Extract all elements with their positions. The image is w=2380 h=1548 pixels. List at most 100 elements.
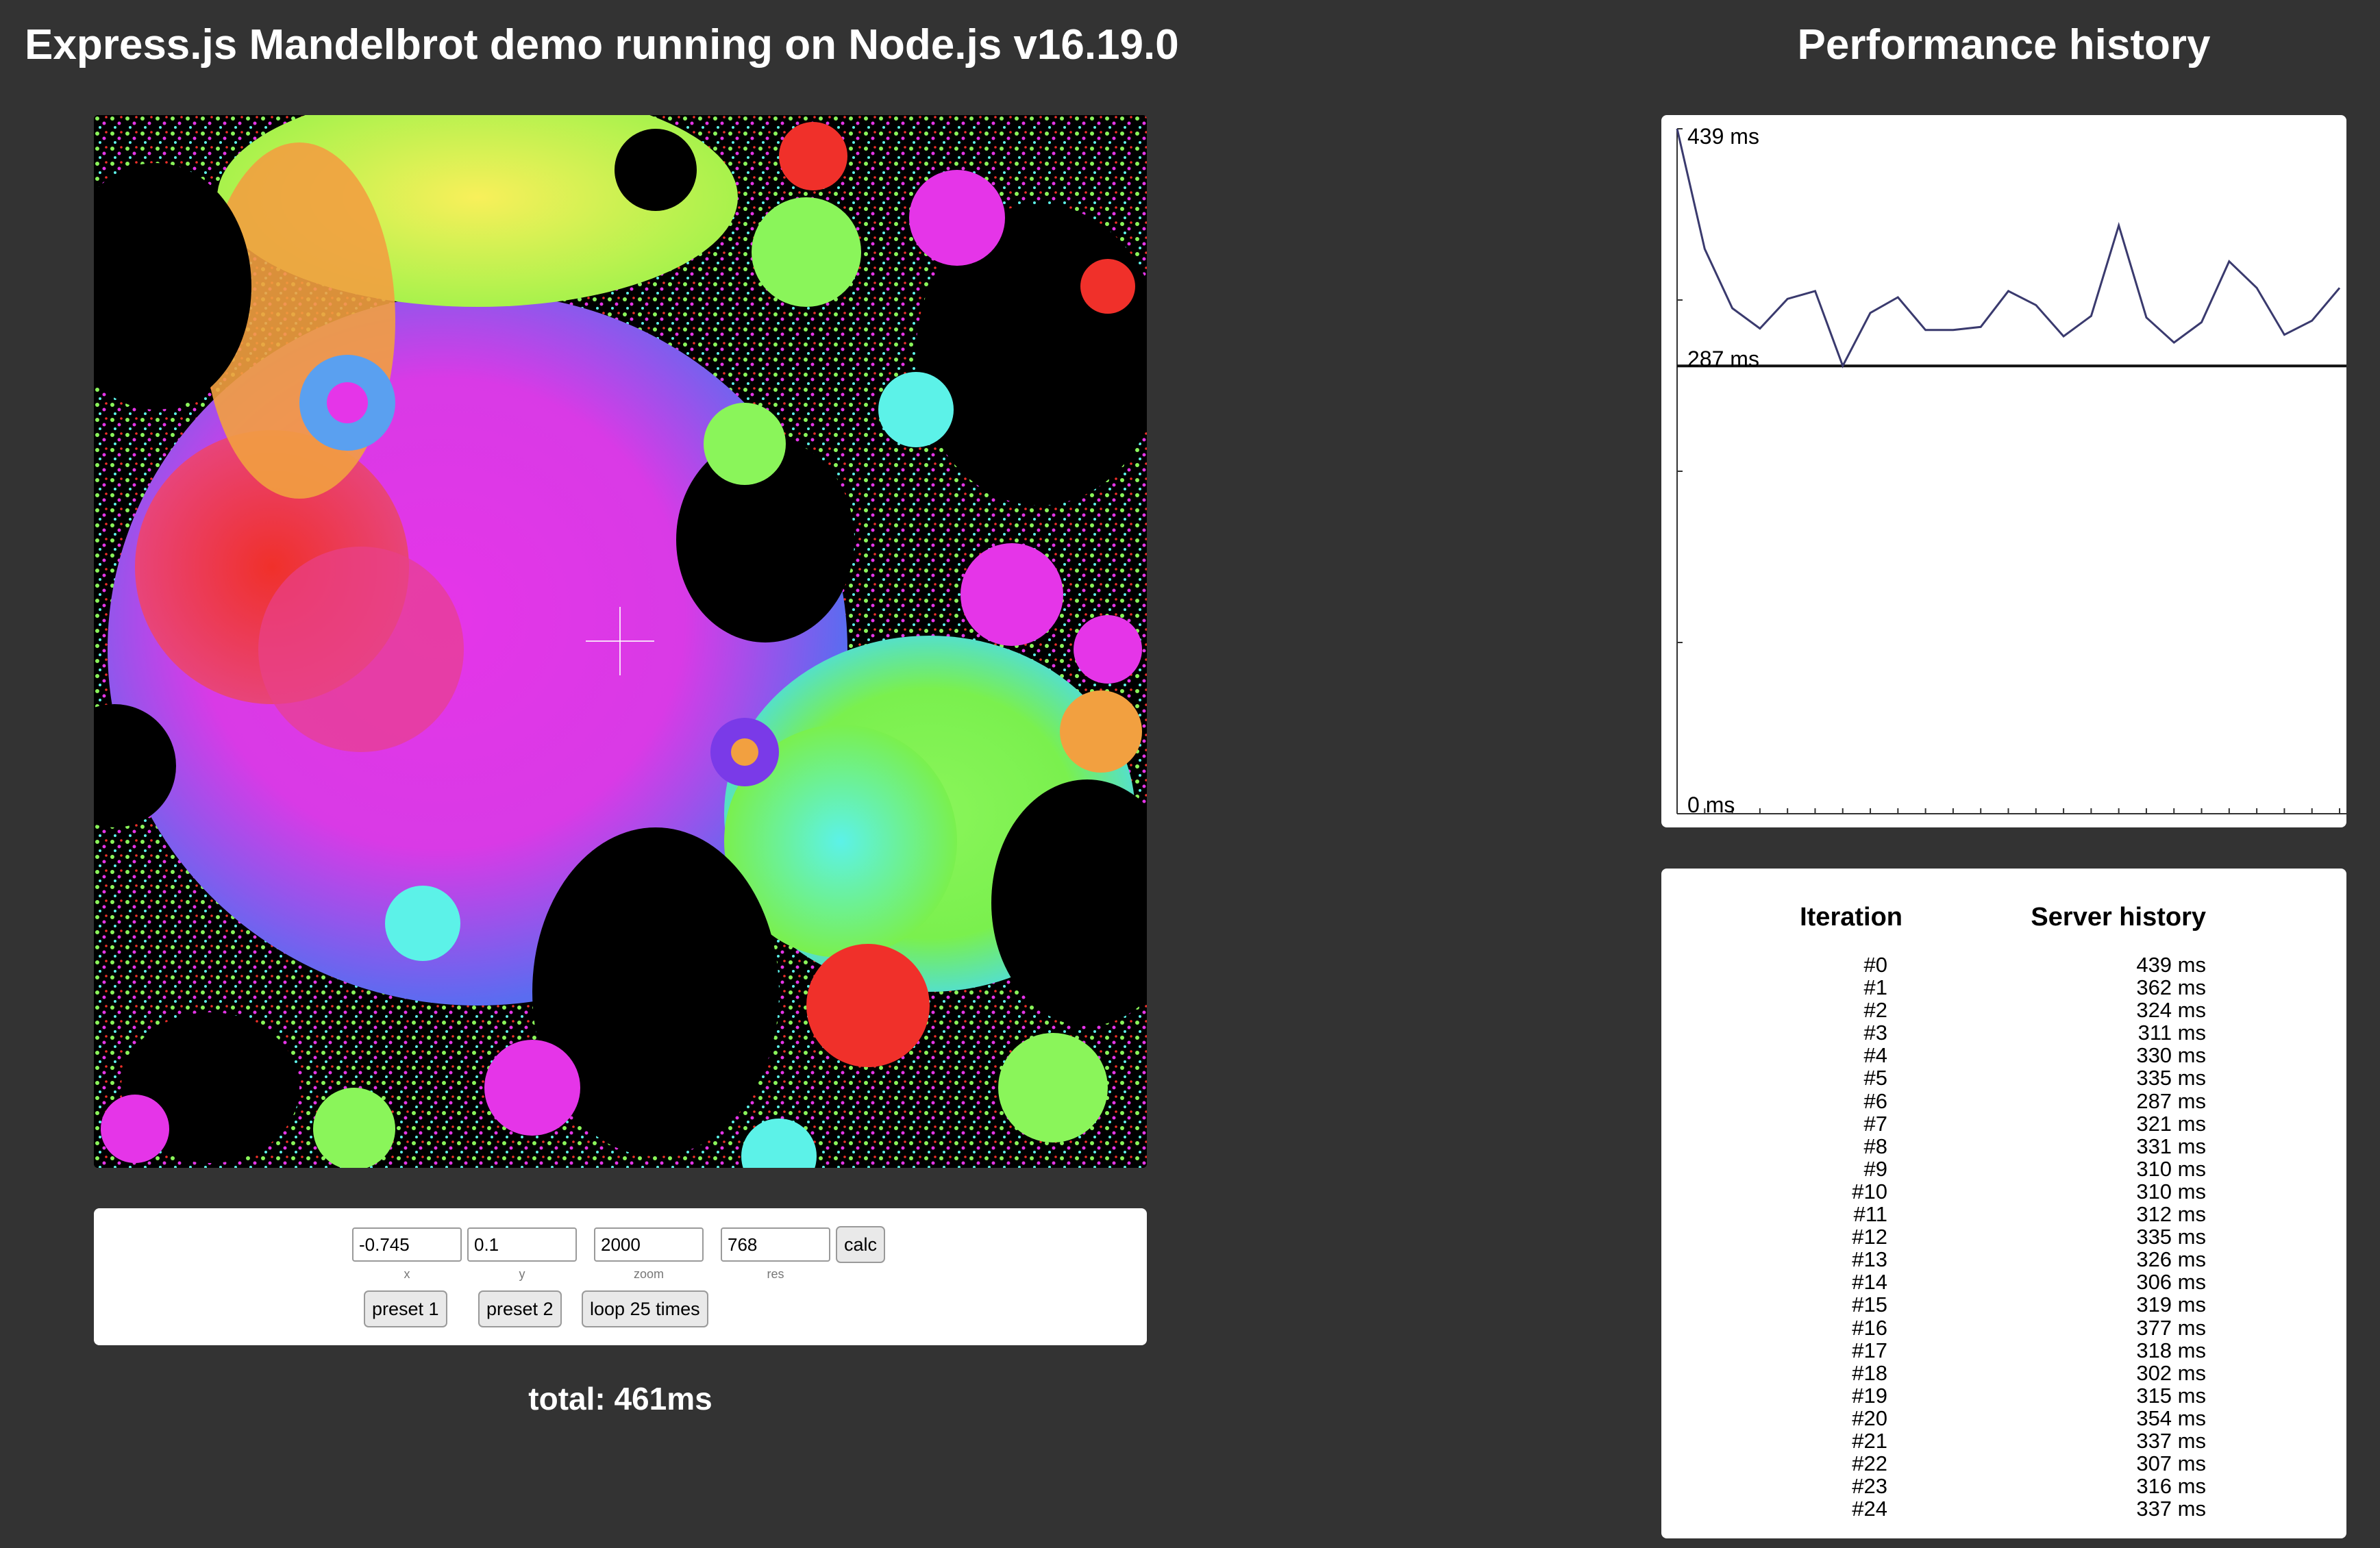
table-row: #19 315 ms bbox=[1661, 1384, 2346, 1407]
iteration-cell: #20 bbox=[1852, 1406, 1887, 1430]
table-row: #1 362 ms bbox=[1661, 976, 2346, 999]
server-time-cell: 439 ms bbox=[2136, 953, 2206, 977]
iteration-cell: #11 bbox=[1853, 1202, 1887, 1227]
mandelbrot-canvas[interactable] bbox=[94, 115, 1147, 1168]
table-row: #24 337 ms bbox=[1661, 1497, 2346, 1520]
res-input[interactable] bbox=[721, 1227, 830, 1262]
iteration-cell: #7 bbox=[1863, 1111, 1887, 1136]
iteration-cell: #12 bbox=[1852, 1225, 1887, 1249]
res-label: res bbox=[767, 1267, 784, 1281]
table-row: #3 311 ms bbox=[1661, 1021, 2346, 1044]
table-row: #2 324 ms bbox=[1661, 999, 2346, 1021]
tick-label-max: 439 ms bbox=[1687, 124, 1759, 149]
iteration-cell: #22 bbox=[1852, 1451, 1887, 1476]
server-time-cell: 326 ms bbox=[2136, 1247, 2206, 1272]
page-title: Express.js Mandelbrot demo running on No… bbox=[25, 21, 1179, 68]
loop-button[interactable]: loop 25 times bbox=[582, 1290, 708, 1327]
table-row: #12 335 ms bbox=[1661, 1225, 2346, 1248]
column-header-iteration: Iteration bbox=[1800, 903, 1902, 932]
table-row: #18 302 ms bbox=[1661, 1362, 2346, 1384]
table-row: #0 439 ms bbox=[1661, 953, 2346, 976]
server-time-cell: 310 ms bbox=[2136, 1156, 2206, 1181]
server-time-cell: 302 ms bbox=[2136, 1360, 2206, 1385]
server-time-cell: 318 ms bbox=[2136, 1338, 2206, 1362]
chart-svg: 439 ms 287 ms 0 ms bbox=[1676, 124, 2346, 817]
x-label: x bbox=[404, 1267, 410, 1281]
server-time-cell: 287 ms bbox=[2136, 1088, 2206, 1113]
iteration-cell: #0 bbox=[1863, 953, 1887, 977]
table-row: #6 287 ms bbox=[1661, 1090, 2346, 1112]
server-time-cell: 321 ms bbox=[2136, 1111, 2206, 1136]
controls-panel: calc x y zoom res preset 1 preset 2 loop… bbox=[94, 1208, 1147, 1345]
server-time-cell: 331 ms bbox=[2136, 1134, 2206, 1158]
iteration-cell: #8 bbox=[1863, 1134, 1887, 1158]
table-row: #13 326 ms bbox=[1661, 1248, 2346, 1271]
iteration-cell: #18 bbox=[1852, 1360, 1887, 1385]
server-time-cell: 312 ms bbox=[2136, 1202, 2206, 1227]
server-time-cell: 330 ms bbox=[2136, 1043, 2206, 1068]
table-row: #8 331 ms bbox=[1661, 1135, 2346, 1158]
server-time-cell: 377 ms bbox=[2136, 1315, 2206, 1340]
table-row: #5 335 ms bbox=[1661, 1066, 2346, 1089]
preset-2-button[interactable]: preset 2 bbox=[478, 1290, 562, 1327]
server-history-table: Iteration Server history #0 439 ms #1 362 m… bbox=[1661, 869, 2346, 1538]
iteration-cell: #9 bbox=[1863, 1156, 1887, 1181]
table-row: #21 337 ms bbox=[1661, 1430, 2346, 1452]
iteration-cell: #23 bbox=[1852, 1474, 1887, 1499]
iteration-cell: #19 bbox=[1852, 1383, 1887, 1408]
series-line bbox=[1676, 128, 2341, 369]
server-time-cell: 311 ms bbox=[2137, 1021, 2206, 1045]
performance-chart: 439 ms 287 ms 0 ms bbox=[1661, 115, 2346, 827]
tick-label-min: 287 ms bbox=[1687, 347, 1759, 371]
table-row: #14 306 ms bbox=[1661, 1271, 2346, 1293]
preset-1-button[interactable]: preset 1 bbox=[364, 1290, 447, 1327]
table-row: #10 310 ms bbox=[1661, 1180, 2346, 1203]
server-time-cell: 324 ms bbox=[2136, 998, 2206, 1023]
server-time-cell: 306 ms bbox=[2136, 1270, 2206, 1295]
iteration-cell: #14 bbox=[1852, 1270, 1887, 1295]
iteration-cell: #13 bbox=[1852, 1247, 1887, 1272]
iteration-cell: #6 bbox=[1863, 1088, 1887, 1113]
table-row: #7 321 ms bbox=[1661, 1112, 2346, 1135]
iteration-cell: #17 bbox=[1852, 1338, 1887, 1362]
iteration-cell: #10 bbox=[1852, 1179, 1887, 1203]
server-time-cell: 335 ms bbox=[2136, 1225, 2206, 1249]
fractal-image bbox=[94, 115, 1147, 1168]
iteration-cell: #3 bbox=[1863, 1021, 1887, 1045]
server-time-cell: 307 ms bbox=[2136, 1451, 2206, 1476]
x-input[interactable] bbox=[352, 1227, 462, 1262]
server-time-cell: 337 ms bbox=[2136, 1428, 2206, 1453]
iteration-cell: #21 bbox=[1852, 1428, 1887, 1453]
calc-button[interactable]: calc bbox=[836, 1226, 886, 1263]
y-input[interactable] bbox=[467, 1227, 577, 1262]
iteration-cell: #4 bbox=[1863, 1043, 1887, 1068]
column-header-server-history: Server history bbox=[2031, 903, 2206, 932]
iteration-cell: #15 bbox=[1852, 1293, 1887, 1317]
iteration-cell: #2 bbox=[1863, 998, 1887, 1023]
server-time-cell: 310 ms bbox=[2136, 1179, 2206, 1203]
server-time-cell: 362 ms bbox=[2136, 975, 2206, 1000]
table-row: #15 319 ms bbox=[1661, 1293, 2346, 1316]
table-row: #23 316 ms bbox=[1661, 1475, 2346, 1497]
server-time-cell: 319 ms bbox=[2136, 1293, 2206, 1317]
iteration-cell: #5 bbox=[1863, 1066, 1887, 1090]
table-row: #16 377 ms bbox=[1661, 1316, 2346, 1339]
performance-history-title: Performance history bbox=[1797, 21, 2211, 68]
tick-label-zero: 0 ms bbox=[1687, 792, 1735, 817]
table-row: #11 312 ms bbox=[1661, 1203, 2346, 1225]
table-body: #0 439 ms #1 362 ms #2 324 ms #3 311 ms #4 330 ms… bbox=[1661, 953, 2346, 1520]
zoom-input[interactable] bbox=[594, 1227, 704, 1262]
iteration-cell: #24 bbox=[1852, 1497, 1887, 1521]
iteration-cell: #1 bbox=[1863, 975, 1887, 1000]
table-row: #17 318 ms bbox=[1661, 1339, 2346, 1362]
zoom-label: zoom bbox=[633, 1267, 664, 1281]
server-time-cell: 315 ms bbox=[2136, 1383, 2206, 1408]
table-row: #4 330 ms bbox=[1661, 1044, 2346, 1066]
server-time-cell: 335 ms bbox=[2136, 1066, 2206, 1090]
server-time-cell: 316 ms bbox=[2136, 1474, 2206, 1499]
total-time: total: 461ms bbox=[528, 1381, 712, 1416]
y-label: y bbox=[519, 1267, 525, 1281]
table-row: #9 310 ms bbox=[1661, 1158, 2346, 1180]
iteration-cell: #16 bbox=[1852, 1315, 1887, 1340]
table-row: #22 307 ms bbox=[1661, 1452, 2346, 1475]
